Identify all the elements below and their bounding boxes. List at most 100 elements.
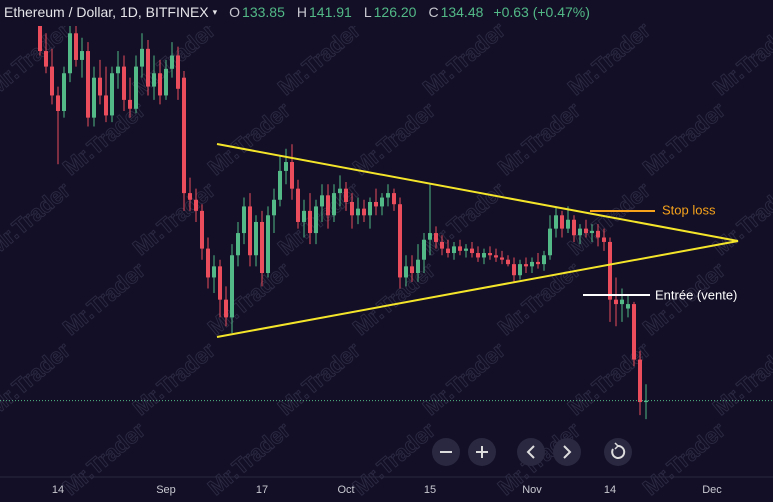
legend-label: C: [428, 4, 438, 20]
candle-body: [296, 188, 300, 222]
candle-body: [584, 228, 588, 234]
candle-body: [644, 400, 648, 403]
legend-label: O: [229, 4, 240, 20]
candle-body: [242, 206, 246, 234]
x-tick-label: Oct: [337, 484, 354, 496]
scroll-left-button[interactable]: [517, 438, 545, 466]
candle-body: [578, 228, 582, 236]
candle-body: [56, 95, 60, 111]
candle-body: [224, 299, 228, 318]
candle-body: [380, 197, 384, 207]
candle-body: [182, 77, 186, 194]
candle-body: [128, 99, 132, 109]
zoom-in-button[interactable]: [468, 438, 496, 466]
candle-body: [524, 264, 528, 267]
legend-value: 133.85: [242, 4, 285, 20]
candle-body: [542, 255, 546, 265]
candle-body: [80, 51, 84, 60]
candle-body: [596, 230, 600, 238]
candle-body: [320, 195, 324, 207]
candle-body: [164, 68, 168, 96]
candle-body: [146, 48, 150, 87]
candle-body: [272, 199, 276, 216]
x-tick-label: Sep: [156, 484, 176, 496]
candle-body: [314, 206, 318, 234]
candle-body: [260, 221, 264, 274]
candle-body: [620, 299, 624, 305]
triangle-upper: [216, 143, 739, 242]
x-axis: 14 Sep 17 Oct 15 Nov 14 Dec: [0, 476, 773, 496]
x-tick-label: 15: [424, 484, 436, 496]
candle-body: [344, 188, 348, 202]
scroll-right-button[interactable]: [553, 438, 581, 466]
candle-body: [512, 264, 516, 276]
candle-body: [626, 304, 630, 309]
candle-body: [548, 228, 552, 256]
candle-body: [116, 66, 120, 74]
zoom-out-button[interactable]: [432, 438, 460, 466]
candle-body: [278, 170, 282, 200]
candle-body: [212, 266, 216, 278]
entry-label: Entrée (vente): [655, 287, 737, 302]
candle-body: [398, 204, 402, 278]
candle-body: [140, 48, 144, 67]
legend-value: 126.20: [374, 4, 417, 20]
header-title: Ethereum / Dollar, 1D, BITFINEX: [4, 4, 209, 20]
candles: [0, 6, 773, 420]
candle-body: [386, 193, 390, 198]
candle-body: [614, 299, 618, 305]
candle-body: [368, 201, 372, 216]
candle-body: [122, 66, 126, 100]
candle-body: [566, 219, 570, 229]
candle-body: [500, 257, 504, 260]
legend-label: L: [364, 4, 372, 20]
nav-buttons: [432, 438, 632, 466]
candle-body: [62, 73, 66, 111]
candle-body: [68, 33, 72, 74]
x-tick-label: 17: [256, 484, 268, 496]
legend-value: 134.48: [441, 4, 484, 20]
candle-body: [38, 22, 42, 52]
candle-body: [506, 259, 510, 265]
candle-body: [452, 246, 456, 254]
candle-body: [632, 304, 636, 360]
candle-body: [194, 199, 198, 211]
candle-body: [188, 193, 192, 200]
candle-body: [410, 266, 414, 274]
candle-body: [254, 221, 258, 256]
candle-body: [50, 66, 54, 96]
candle-body: [602, 237, 606, 242]
candle-body: [170, 55, 174, 69]
candle-body: [134, 66, 138, 109]
candle-body: [158, 73, 162, 96]
triangle-lower: [216, 240, 739, 338]
x-tick-label: Dec: [702, 484, 722, 496]
candle-body: [176, 55, 180, 89]
candle-body: [494, 255, 498, 258]
candle-body: [560, 215, 564, 229]
header: Ethereum / Dollar, 1D, BITFINEX ▾ O 133.85 H…: [4, 4, 590, 20]
x-tick-label: Nov: [522, 484, 542, 496]
candle-body: [86, 51, 90, 118]
candle-body: [590, 230, 594, 234]
x-tick-label: 14: [52, 484, 64, 496]
candle-body: [92, 77, 96, 118]
candle-body: [338, 188, 342, 194]
legend-label: H: [297, 4, 307, 20]
candle-body: [302, 210, 306, 222]
candle-body: [434, 233, 438, 242]
candle-body: [374, 201, 378, 207]
x-tick-label: 14: [604, 484, 616, 496]
candle-body: [308, 210, 312, 234]
candle-body: [218, 266, 222, 300]
change: +0.63 (+0.47%): [493, 4, 590, 20]
candle-body: [230, 255, 234, 318]
dropdown-icon: ▾: [213, 7, 218, 17]
candle-body: [572, 219, 576, 236]
legend-value: 141.91: [309, 4, 352, 20]
candle-body: [530, 261, 534, 267]
candle-body: [326, 195, 330, 216]
candle-body: [416, 259, 420, 274]
candle-body: [44, 51, 48, 67]
reset-button[interactable]: [604, 438, 632, 466]
